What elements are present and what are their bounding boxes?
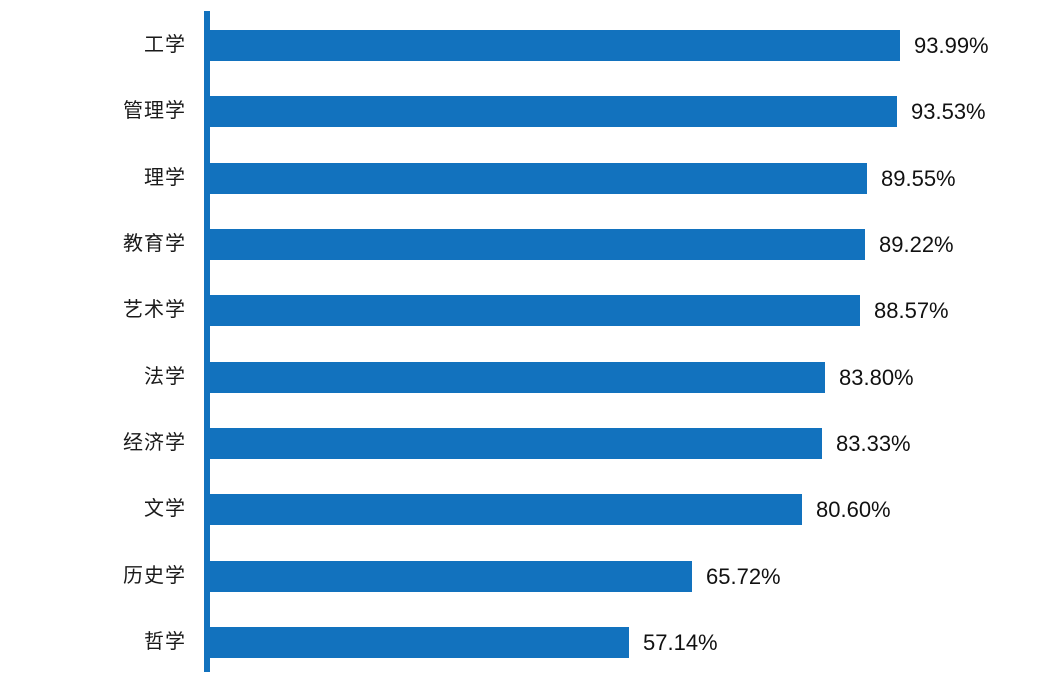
bar-row: 工学 93.99% — [0, 30, 1048, 61]
bar-row: 艺术学 88.57% — [0, 295, 1048, 326]
category-label: 工学 — [144, 34, 186, 56]
value-label: 83.33% — [836, 431, 911, 456]
value-label: 89.22% — [879, 232, 954, 257]
category-label: 教育学 — [123, 233, 186, 255]
bar-row: 教育学 89.22% — [0, 229, 1048, 260]
category-label: 法学 — [144, 366, 186, 388]
bar — [210, 428, 822, 459]
bar-row: 经济学 83.33% — [0, 428, 1048, 459]
bar-row: 历史学 65.72% — [0, 561, 1048, 592]
value-label: 83.80% — [839, 365, 914, 390]
bar — [210, 30, 900, 61]
bar-row: 文学 80.60% — [0, 494, 1048, 525]
value-label: 93.99% — [914, 33, 989, 58]
bar — [210, 561, 692, 592]
value-label: 89.55% — [881, 166, 956, 191]
bar — [210, 96, 897, 127]
category-label: 历史学 — [123, 565, 186, 587]
bar — [210, 362, 825, 393]
bar-row: 法学 83.80% — [0, 362, 1048, 393]
bar-row: 哲学 57.14% — [0, 627, 1048, 658]
value-label: 80.60% — [816, 497, 891, 522]
category-label: 文学 — [144, 498, 186, 520]
bar-row: 理学 89.55% — [0, 163, 1048, 194]
bar — [210, 229, 865, 260]
y-axis-line — [204, 11, 210, 672]
bar — [210, 163, 867, 194]
bar — [210, 494, 802, 525]
value-label: 88.57% — [874, 298, 949, 323]
category-label: 管理学 — [123, 100, 186, 122]
category-label: 理学 — [144, 167, 186, 189]
bar — [210, 627, 629, 658]
category-label: 经济学 — [123, 432, 186, 454]
category-label: 艺术学 — [123, 299, 186, 321]
value-label: 57.14% — [643, 630, 718, 655]
value-label: 65.72% — [706, 564, 781, 589]
bar-row: 管理学 93.53% — [0, 96, 1048, 127]
value-label: 93.53% — [911, 99, 986, 124]
category-label: 哲学 — [144, 631, 186, 653]
bar — [210, 295, 860, 326]
